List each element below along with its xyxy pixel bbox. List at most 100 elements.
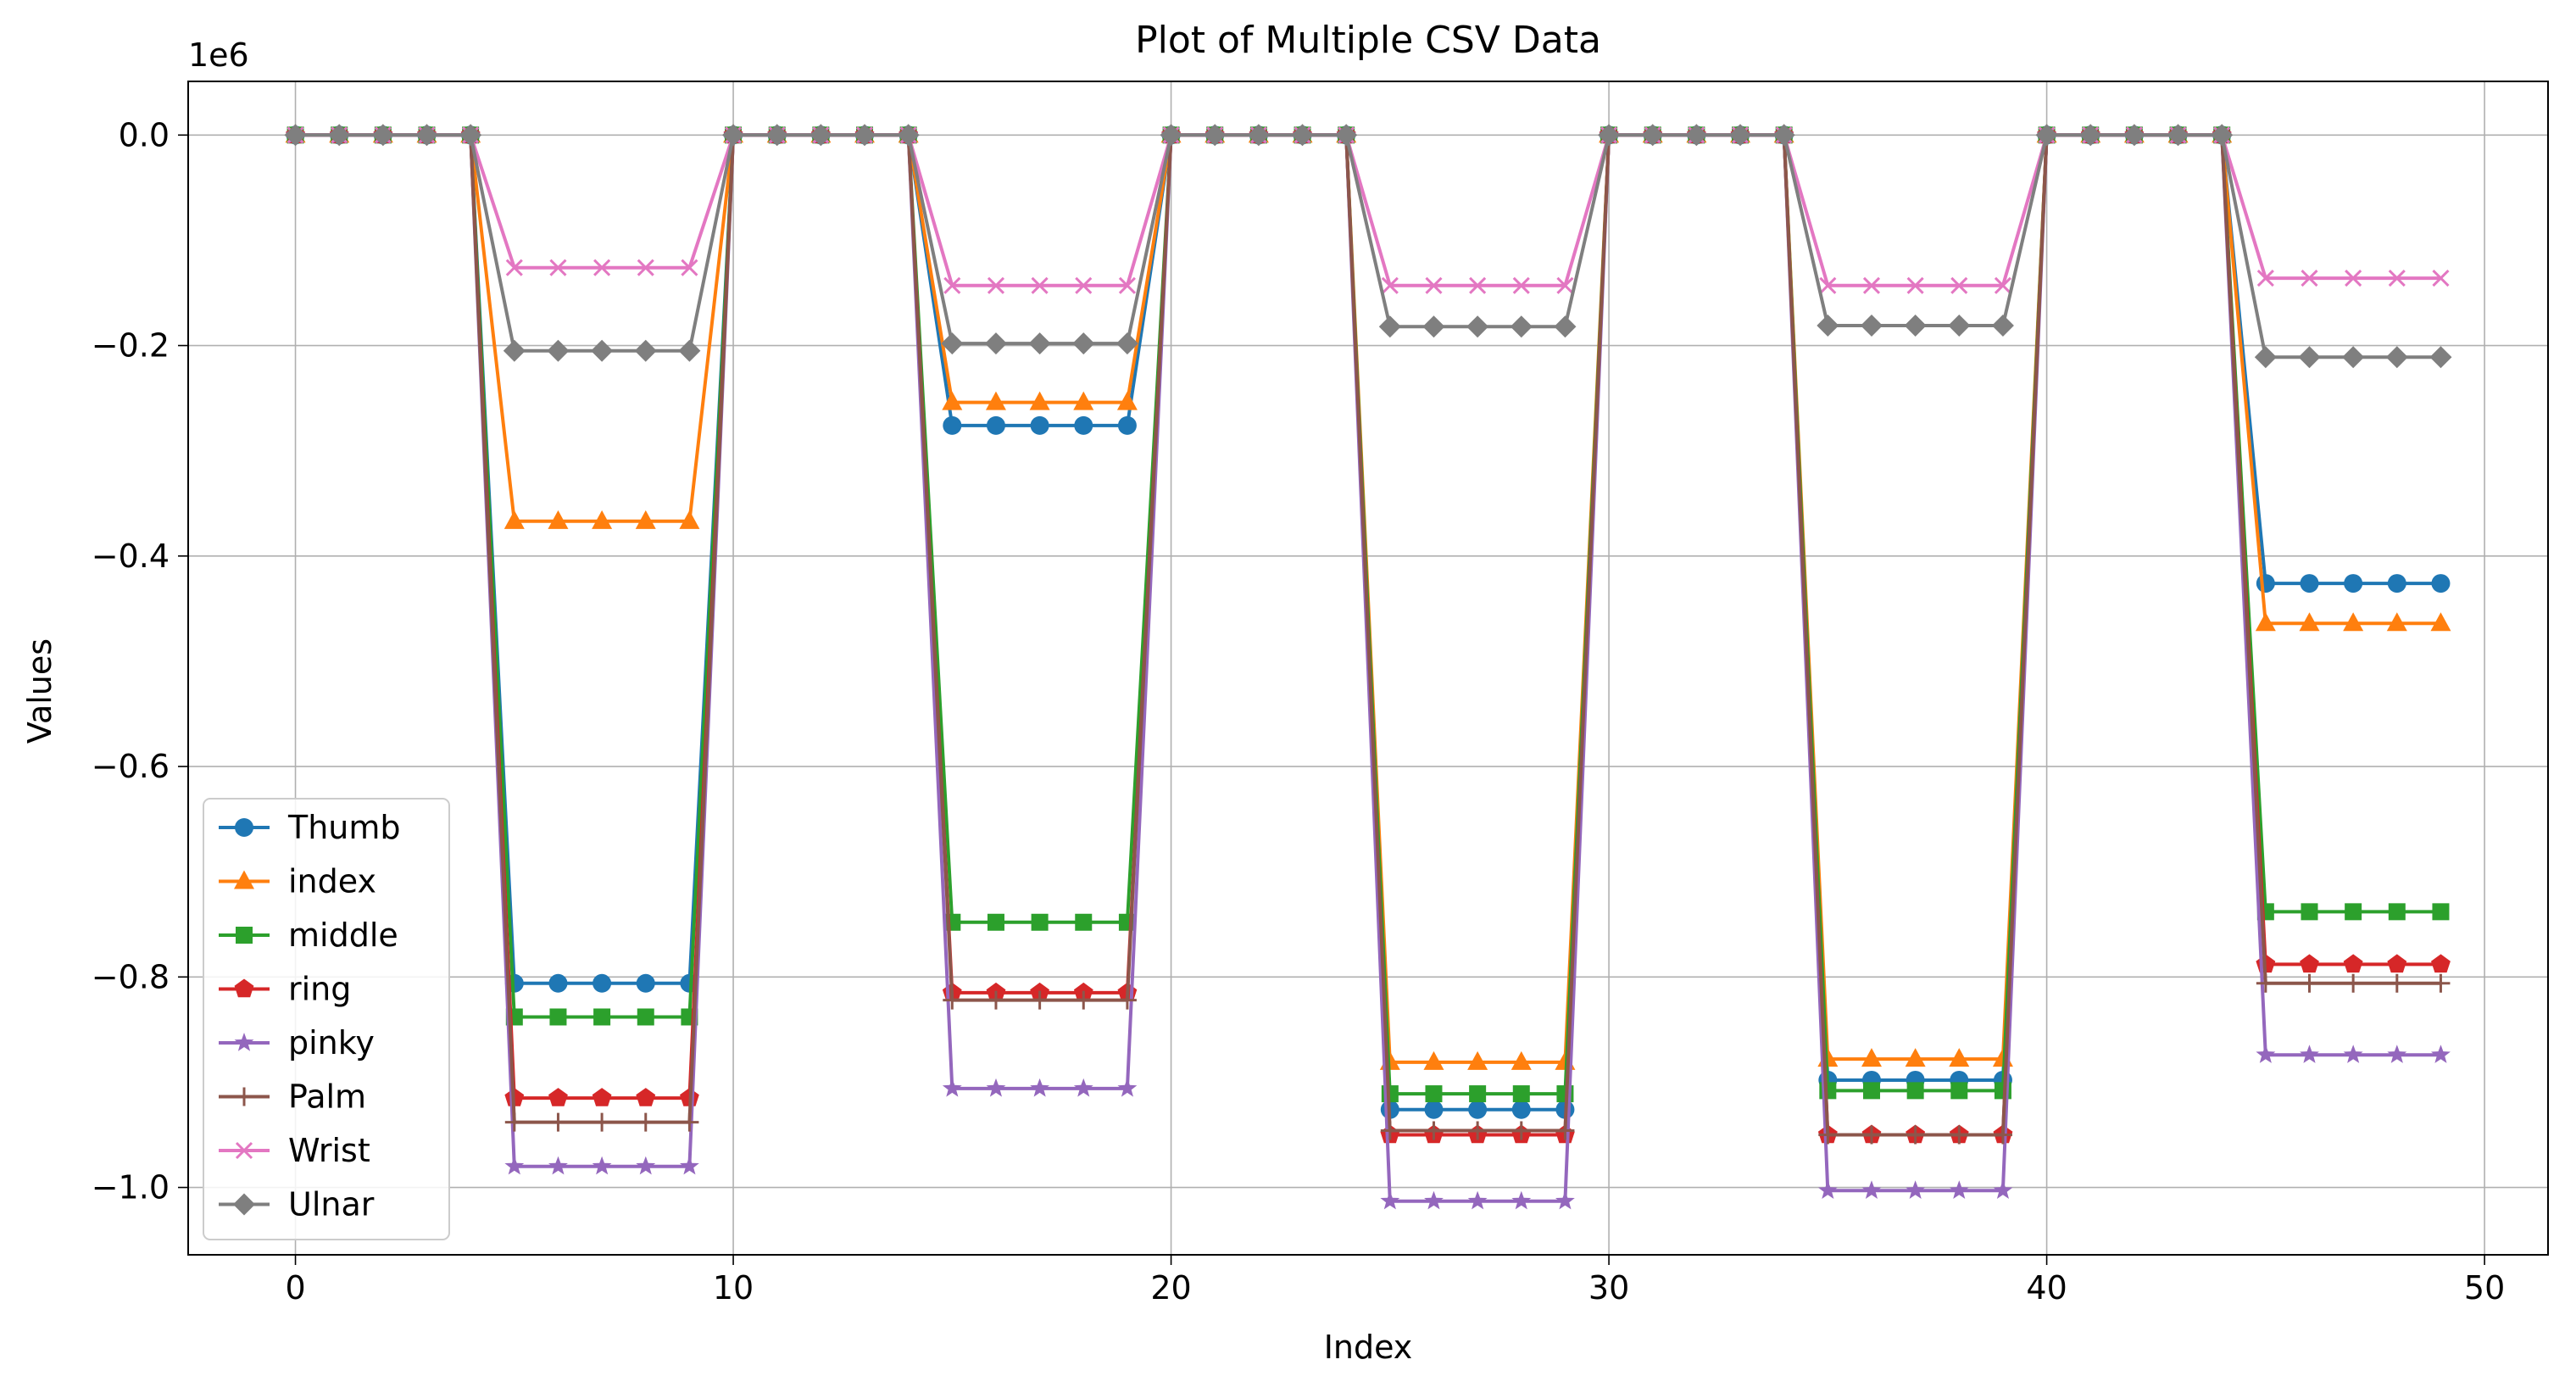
wrist-point — [2301, 270, 2318, 287]
ulnar-point — [1729, 124, 1752, 147]
pinky-point — [636, 1156, 656, 1175]
palm-point — [1511, 1121, 1531, 1140]
ring-point — [2431, 954, 2451, 973]
pinky-point — [2256, 1045, 2276, 1063]
index-point — [1423, 1050, 1444, 1070]
wrist-point — [1512, 276, 1530, 294]
ulnar-point — [1466, 315, 1489, 338]
pinky-point — [1511, 1190, 1532, 1210]
wrist-point — [1381, 276, 1399, 294]
palm-point — [1380, 1121, 1399, 1140]
thumb-point — [2256, 574, 2275, 593]
thumb-point — [548, 973, 568, 993]
x-axis-label: Index — [1324, 1329, 1413, 1366]
pinky-point — [1993, 1180, 2013, 1199]
thumb-point — [2387, 574, 2406, 593]
y-tick-label: −0.6 — [92, 748, 170, 785]
wrist-point — [681, 259, 698, 276]
pinky-point — [1117, 1078, 1138, 1097]
ulnar-point — [415, 124, 438, 147]
y-axis-scale-label: 1e6 — [188, 36, 249, 74]
legend-marker — [235, 1141, 253, 1160]
thumb-point — [2431, 574, 2451, 593]
pinky-point — [1555, 1190, 1575, 1210]
pinky-point — [986, 1078, 1006, 1097]
index-point — [985, 391, 1006, 410]
ring-point — [592, 1088, 612, 1106]
palm-point — [986, 990, 1005, 1010]
pinky-point — [592, 1156, 612, 1175]
x-tick-label: 20 — [1150, 1269, 1191, 1307]
thumb-point — [1030, 415, 1049, 435]
ring-point — [548, 1088, 568, 1106]
plot-frame — [187, 81, 2549, 1256]
index-point — [635, 510, 656, 529]
pinky-point — [680, 1156, 699, 1175]
index-point — [1861, 1048, 1882, 1067]
ulnar-point — [1948, 314, 1971, 337]
pinky-point — [1861, 1180, 1882, 1199]
index-point — [2299, 612, 2320, 632]
thumb-point — [1511, 1100, 1531, 1119]
ulnar-point — [2254, 346, 2277, 369]
ulnar-point — [503, 339, 526, 362]
wrist-point — [637, 259, 654, 276]
legend-item-middle: middle — [219, 917, 398, 954]
wrist-point — [1075, 276, 1093, 294]
wrist-point — [1031, 276, 1049, 294]
thumb-point — [1074, 415, 1093, 435]
wrist-point — [2432, 270, 2450, 287]
chart-title: Plot of Multiple CSV Data — [1135, 19, 1601, 62]
pinky-point — [1467, 1190, 1488, 1210]
index-point — [1467, 1050, 1488, 1070]
series-group — [284, 124, 2452, 1210]
wrist-point — [1556, 276, 1574, 294]
series-ulnar — [284, 124, 2452, 369]
wrist-point — [1819, 276, 1837, 294]
index-point — [942, 391, 963, 410]
palm-point — [2256, 973, 2275, 993]
ulnar-point — [1116, 332, 1138, 355]
legend-marker — [235, 1087, 253, 1106]
legend-label: index — [288, 863, 376, 900]
ulnar-point — [1685, 124, 1708, 147]
ulnar-point — [765, 124, 788, 147]
palm-point — [1906, 1125, 1925, 1145]
pinky-point — [1380, 1190, 1400, 1210]
ulnar-point — [2385, 346, 2408, 369]
ulnar-point — [459, 124, 482, 147]
palm-point — [548, 1112, 568, 1132]
palm-point — [1861, 1125, 1881, 1145]
index-point — [1116, 391, 1138, 410]
ulnar-point — [1247, 124, 1270, 147]
y-tick-label: −0.8 — [92, 958, 170, 995]
thumb-point — [1424, 1100, 1444, 1119]
index-point — [2430, 612, 2451, 632]
legend-item-ulnar: Ulnar — [219, 1186, 375, 1223]
ulnar-point — [1072, 332, 1095, 355]
ulnar-point — [897, 124, 920, 147]
legend-item-palm: Palm — [219, 1078, 366, 1116]
pinky-point — [1030, 1078, 1049, 1097]
pinky-point — [2431, 1045, 2451, 1063]
wrist-point — [549, 259, 567, 276]
x-tick-label: 0 — [285, 1269, 305, 1307]
middle-point — [2432, 903, 2450, 921]
ulnar-point — [591, 339, 614, 362]
ulnar-point — [1291, 124, 1314, 147]
ulnar-point — [1904, 314, 1927, 337]
index-point — [1949, 1048, 1970, 1067]
middle-point — [1950, 1082, 1968, 1100]
ulnar-point — [1028, 332, 1051, 355]
thumb-point — [1117, 415, 1137, 435]
thumb-point — [2344, 574, 2363, 593]
y-tick-label: −0.2 — [92, 327, 170, 365]
middle-point — [1906, 1082, 1924, 1100]
legend-label: Palm — [288, 1078, 366, 1116]
ulnar-point — [371, 124, 394, 147]
ulnar-point — [2429, 346, 2452, 369]
ring-point — [2387, 954, 2407, 973]
x-tick-label: 40 — [2026, 1269, 2067, 1307]
palm-point — [1424, 1121, 1444, 1140]
index-point — [1905, 1048, 1926, 1067]
